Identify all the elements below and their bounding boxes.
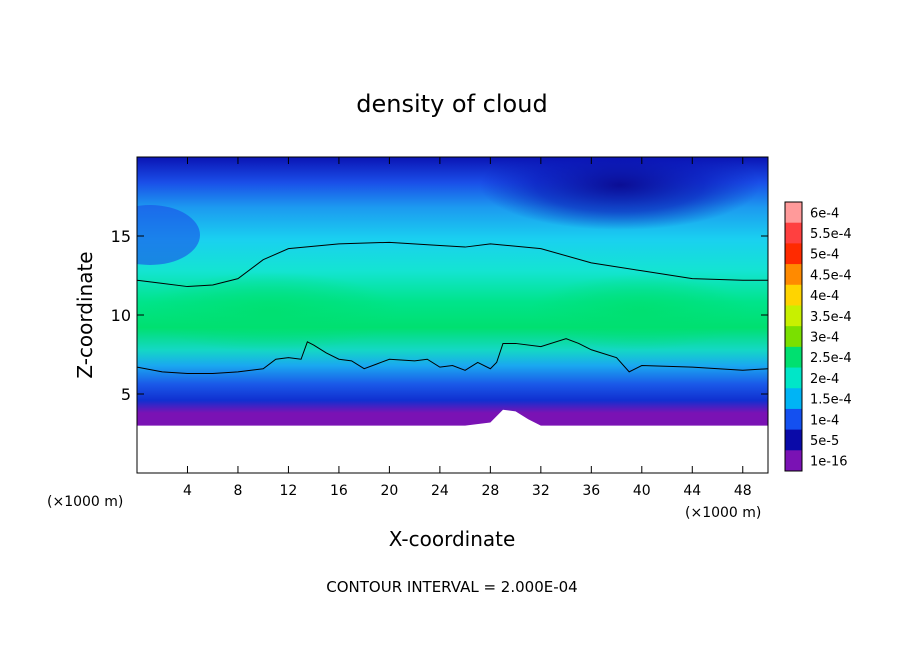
x-tick-label: 4	[183, 483, 192, 499]
colorbar-swatch	[785, 429, 802, 451]
x-tick-label: 20	[380, 483, 398, 499]
x-tick-label: 24	[431, 483, 449, 499]
colorbar-swatch	[785, 243, 802, 265]
density-core-right	[530, 274, 750, 350]
colorbar-label: 5e-5	[810, 434, 839, 449]
x-tick-label: 8	[233, 483, 242, 499]
colorbar-swatch	[785, 367, 802, 389]
x-tick-label: 32	[532, 483, 550, 499]
colorbar-swatch	[785, 264, 802, 286]
colorbar-label: 1.5e-4	[810, 393, 852, 408]
colorbar-swatch	[785, 408, 802, 431]
colorbar-label: 4e-4	[810, 289, 839, 304]
colorbar-label: 5.5e-4	[810, 227, 852, 242]
colorbar: 6e-4 5.5e-4 5e-4 4.5e-4 4e-4 3.5e-4 3e-4 2.5e-4…	[784, 201, 852, 472]
low-density-left	[137, 205, 200, 265]
contour-line-lower	[137, 338, 768, 374]
x-unit-label-right: (×1000 m)	[685, 505, 761, 521]
colorbar-swatch	[785, 222, 802, 244]
y-tick-label: 15	[111, 227, 131, 246]
colorbar-swatch	[785, 450, 802, 472]
low-density-top	[480, 157, 760, 230]
y-tick-label: 10	[111, 306, 131, 325]
colorbar-label: 4.5e-4	[810, 268, 852, 283]
y-axis-ticks: 5 10 15	[111, 227, 768, 404]
x-tick-label: 36	[582, 483, 600, 499]
density-core-left	[140, 272, 400, 352]
colorbar-label: 3.5e-4	[810, 310, 852, 325]
colorbar-label: 2e-4	[810, 372, 839, 387]
y-axis-label: Z-coordinate	[73, 251, 97, 378]
y-tick-label: 5	[121, 385, 131, 404]
colorbar-swatch	[785, 305, 802, 327]
x-tick-label: 12	[280, 483, 298, 499]
x-tick-label: 44	[683, 483, 701, 499]
x-axis-ticks: 4 8 12 16 20 24 28 32 36 40 44 48	[183, 157, 752, 499]
contour-interval-note: CONTOUR INTERVAL = 2.000E-04	[326, 578, 577, 596]
colorbar-swatch	[785, 346, 802, 369]
colorbar-label: 5e-4	[810, 248, 839, 263]
colorbar-label: 1e-16	[810, 455, 848, 470]
x-tick-label: 40	[633, 483, 651, 499]
x-tick-label: 16	[330, 483, 348, 499]
colorbar-swatch	[785, 202, 802, 224]
x-tick-label: 48	[734, 483, 752, 499]
colorbar-label: 6e-4	[810, 206, 839, 221]
x-unit-label-left: (×1000 m)	[47, 494, 123, 510]
colorbar-frame	[784, 201, 803, 472]
colorbar-swatch	[785, 284, 802, 306]
colorbar-swatch	[785, 326, 802, 348]
contour-line-upper	[137, 241, 768, 288]
plot-area	[137, 157, 768, 473]
x-tick-label: 28	[481, 483, 499, 499]
colorbar-label: 3e-4	[810, 331, 839, 346]
colorbar-swatch	[785, 388, 802, 410]
x-axis-label: X-coordinate	[389, 527, 516, 551]
chart-title: density of cloud	[356, 90, 547, 118]
colorbar-label: 2.5e-4	[810, 351, 852, 366]
colorbar-label: 1e-4	[810, 413, 839, 428]
terrain	[137, 409, 768, 473]
